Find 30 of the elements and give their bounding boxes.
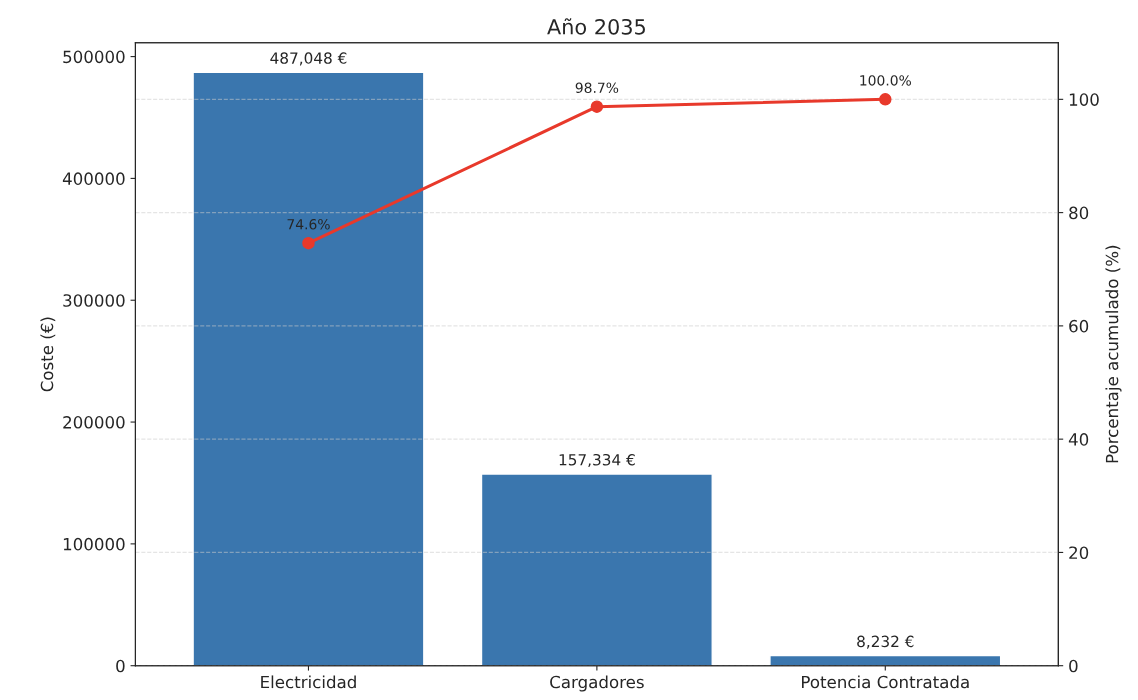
y-tick-label: 400000 bbox=[62, 172, 125, 185]
y2-axis-title: Porcentaje acumulado (%) bbox=[1105, 245, 1122, 463]
bar bbox=[192, 71, 425, 666]
data-label: 487,048 € bbox=[270, 52, 347, 66]
x-tick-label: Cargadores bbox=[550, 675, 644, 692]
y-tick-label: 100000 bbox=[63, 537, 125, 551]
point bbox=[879, 93, 892, 106]
point bbox=[302, 236, 315, 250]
bar bbox=[480, 473, 713, 666]
y2-tick-label: 20 bbox=[1069, 546, 1089, 559]
y2-tick-label: 100 bbox=[1069, 93, 1099, 106]
point bbox=[590, 100, 604, 113]
x-tick-label: Potencia Contratada bbox=[802, 675, 969, 689]
y2-tick-label: 0 bbox=[1069, 659, 1078, 673]
data-label: 8,232 € bbox=[857, 635, 914, 649]
data-label: 74.6% bbox=[287, 219, 330, 230]
data-label: 98.7% bbox=[575, 82, 619, 94]
y-tick-label: 300000 bbox=[63, 294, 125, 307]
data-label: 157,334 € bbox=[559, 453, 635, 468]
chart-title: Año 2035 bbox=[547, 18, 645, 35]
y2-tick-label: 80 bbox=[1069, 206, 1089, 220]
y2-tick-label: 60 bbox=[1069, 319, 1089, 333]
y-axis-title: Coste (€) bbox=[40, 317, 56, 392]
y-tick-label: 500000 bbox=[63, 50, 125, 64]
y-tick-label: 200000 bbox=[63, 416, 125, 429]
x-tick-label: Electricidad bbox=[261, 675, 356, 689]
y-tick-label: 0 bbox=[116, 659, 125, 673]
bar bbox=[769, 654, 1002, 666]
y2-tick-label: 40 bbox=[1068, 433, 1089, 446]
data-label: 100.0% bbox=[860, 75, 912, 86]
